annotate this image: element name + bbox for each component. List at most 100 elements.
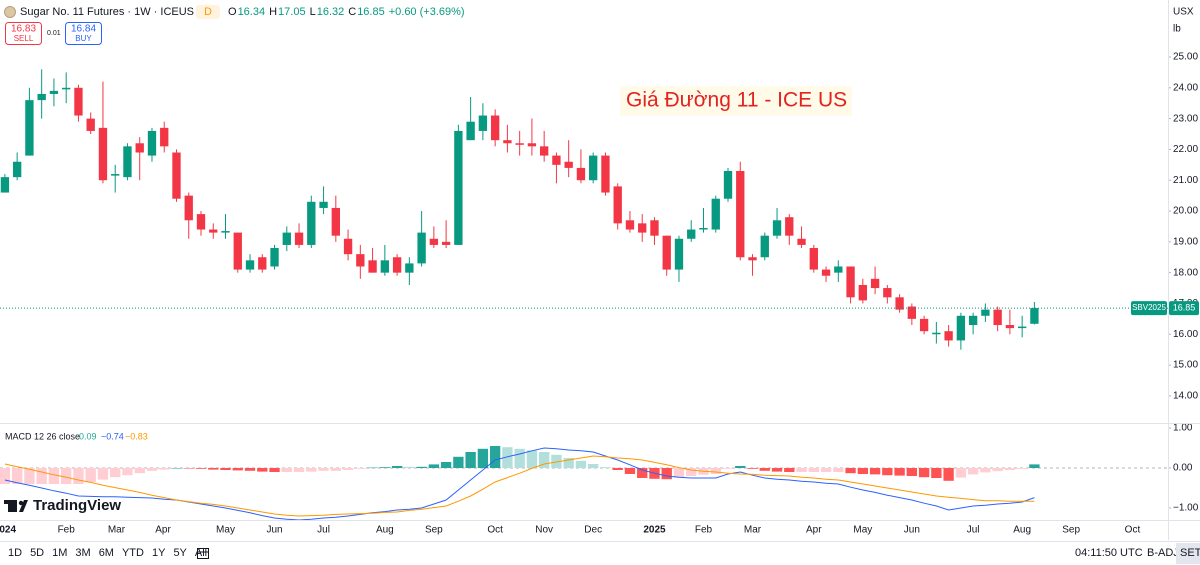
histogram-bar: [686, 468, 697, 476]
range-button[interactable]: 1D: [8, 547, 22, 559]
y-tick-label: 15.00: [1173, 360, 1198, 371]
histogram-bar: [637, 468, 648, 478]
price-pane: [0, 69, 1168, 350]
histogram-bar: [526, 450, 538, 468]
candle-body: [736, 170, 745, 258]
candle-body: [932, 332, 941, 335]
candle-body: [37, 93, 46, 101]
candle-body: [368, 260, 377, 273]
y-tick-label: 24.00: [1173, 82, 1198, 93]
histogram-bar: [857, 468, 868, 474]
candle-body: [478, 115, 488, 131]
y2-tick-label: −1.00: [1173, 503, 1199, 514]
histogram-bar: [759, 468, 770, 471]
histogram-bar: [159, 468, 170, 470]
ohlc-legend: O 16.34 H 17.05 L 16.32 C 16.85 +0.60 (+3.69%): [228, 6, 465, 18]
x-tick-label: Mar: [108, 525, 126, 536]
candle-body: [552, 155, 561, 165]
candle-body: [98, 127, 108, 181]
candle-body: [392, 257, 402, 273]
calendar-icon[interactable]: [197, 548, 209, 559]
candle-body: [858, 284, 867, 301]
buy-button[interactable]: [65, 22, 102, 45]
candle-body: [356, 254, 365, 267]
histogram-bar: [293, 468, 305, 472]
adjust[interactable]: B-ADJ: [1147, 547, 1179, 559]
candle-body: [748, 257, 757, 261]
candle-body: [919, 318, 929, 332]
candle-body: [797, 238, 806, 245]
range-button[interactable]: 5D: [30, 547, 44, 559]
x-tick-label: Oct: [1125, 525, 1141, 536]
histogram-bar: [784, 468, 795, 472]
candle-body: [981, 309, 990, 316]
candle-body: [111, 174, 120, 176]
candle-body: [380, 260, 390, 273]
candle-body: [319, 201, 328, 208]
clock: 04:11:50 UTC: [1075, 547, 1143, 559]
last-label: SBV2025: [1132, 303, 1166, 312]
histogram-bar: [318, 468, 329, 471]
candle-body: [209, 229, 218, 233]
sell-label: SELL: [14, 34, 34, 43]
range-button[interactable]: YTD: [122, 547, 144, 559]
histogram-bar: [269, 468, 280, 472]
range-buttons: 1D 5D 1M 3M 6M YTD 1Y 5Y All: [8, 547, 207, 559]
histogram-bar: [146, 468, 158, 471]
buy-label: BUY: [75, 34, 92, 43]
candle-body: [760, 235, 769, 258]
candle-body: [160, 127, 169, 147]
histogram-bar: [539, 452, 550, 468]
range-button[interactable]: 6M: [99, 547, 114, 559]
candle-body: [172, 152, 181, 199]
spread: 0.01: [47, 30, 61, 37]
histogram-bar: [796, 468, 807, 472]
histogram-bar: [379, 467, 391, 468]
histogram-bar: [1016, 468, 1028, 469]
candle-body: [674, 238, 684, 270]
histogram-bar: [551, 454, 562, 468]
x-tick-label: Mar: [744, 525, 762, 536]
x-tick-label: Feb: [58, 525, 76, 536]
x-tick-label: Nov: [535, 525, 553, 536]
range-button[interactable]: 1M: [52, 547, 67, 559]
candle-body: [12, 161, 22, 178]
candle-body: [968, 315, 978, 326]
candle-body: [0, 177, 10, 193]
candle-body: [1030, 308, 1039, 324]
histogram-bar: [257, 468, 268, 472]
histogram-bar: [244, 468, 256, 471]
candle-body: [221, 231, 230, 233]
candle-body: [307, 201, 316, 245]
histogram-bar: [453, 456, 464, 468]
candle-body: [417, 232, 426, 264]
range-button[interactable]: 3M: [75, 547, 90, 559]
x-tick-label: Dec: [584, 525, 602, 536]
histogram-bar: [355, 468, 366, 469]
x-tick-label: Apr: [155, 525, 171, 536]
macd-hist-value: 0.09: [79, 431, 97, 441]
histogram-bar: [514, 448, 525, 468]
x-tick-label: Jun: [904, 525, 920, 536]
session[interactable]: SET: [1180, 547, 1200, 559]
candle-body: [944, 331, 953, 341]
y-tick-label: 16.00: [1173, 329, 1198, 340]
histogram-bar: [808, 468, 819, 472]
annotation-bg: [620, 86, 852, 116]
candle-body: [405, 263, 414, 273]
x-tick-label: May: [216, 525, 235, 536]
histogram-bar: [833, 468, 844, 472]
candle-body: [503, 140, 512, 144]
histogram-bar: [110, 468, 121, 478]
candle-body: [895, 297, 904, 310]
range-button[interactable]: 5Y: [173, 547, 187, 559]
candle-body: [883, 288, 892, 298]
sell-button[interactable]: [5, 22, 42, 45]
candle-body: [1017, 326, 1027, 329]
ohlc-key: C: [348, 6, 356, 18]
candle-body: [233, 232, 242, 270]
range-button[interactable]: 1Y: [152, 547, 166, 559]
histogram-bar: [85, 468, 96, 482]
candle-body: [270, 248, 279, 267]
histogram-bar: [588, 464, 599, 468]
